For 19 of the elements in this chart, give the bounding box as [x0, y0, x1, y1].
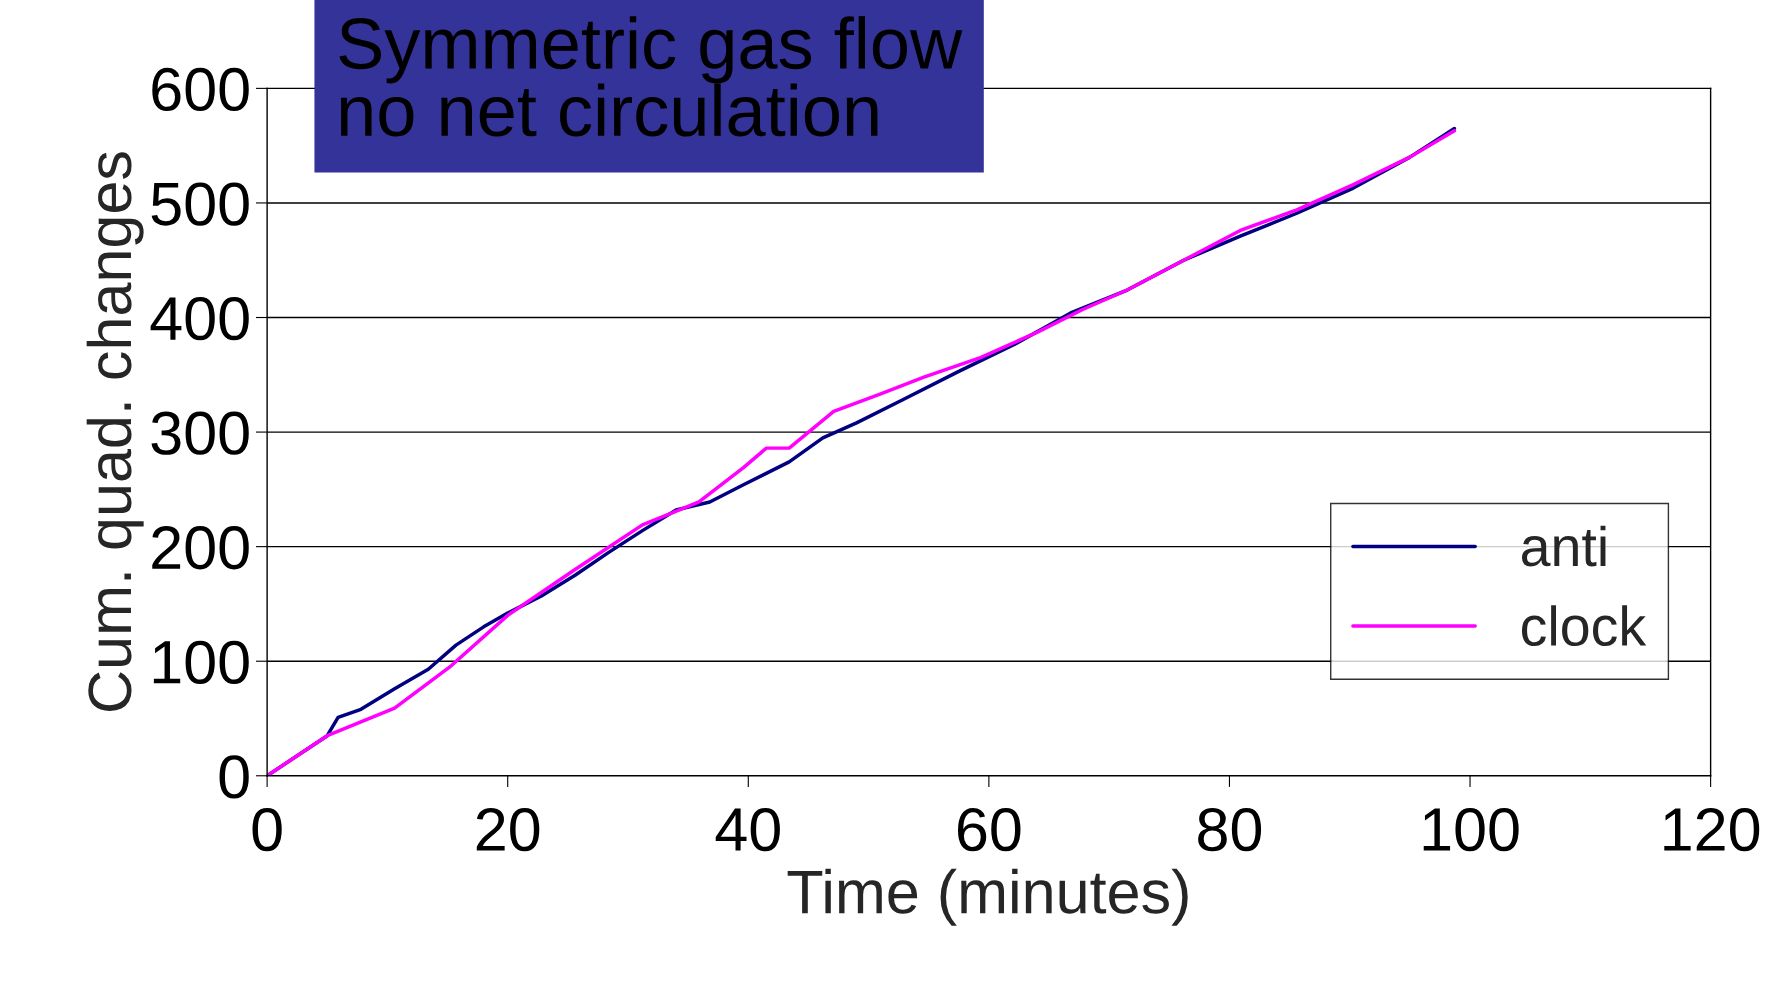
chart-title: Symmetric gas flow no net circulation	[339, 16, 963, 137]
legend-label: anti	[1521, 525, 1606, 567]
y-tick-label: 0	[219, 755, 249, 799]
legend-label: clock	[1521, 605, 1647, 647]
x-tick-label: 100	[1423, 807, 1519, 852]
y-axis-title: Cum. quad. changes	[86, 152, 144, 711]
y-tick-label: 100	[153, 640, 249, 684]
x-tick-label: 20	[476, 807, 540, 852]
y-tick-label: 200	[152, 526, 249, 570]
x-tick-label: 40	[715, 807, 780, 852]
x-axis-title: Time (minutes)	[787, 868, 1188, 926]
x-tick-label: 120	[1664, 807, 1760, 852]
y-tick-label: 300	[151, 411, 249, 455]
y-tick-label: 600	[152, 67, 249, 112]
x-tick-label: 0	[252, 807, 282, 852]
x-tick-label: 60	[957, 807, 1021, 852]
y-tick-label: 500	[151, 182, 249, 226]
y-tick-label: 400	[150, 296, 249, 341]
x-tick-label: 80	[1198, 807, 1262, 852]
